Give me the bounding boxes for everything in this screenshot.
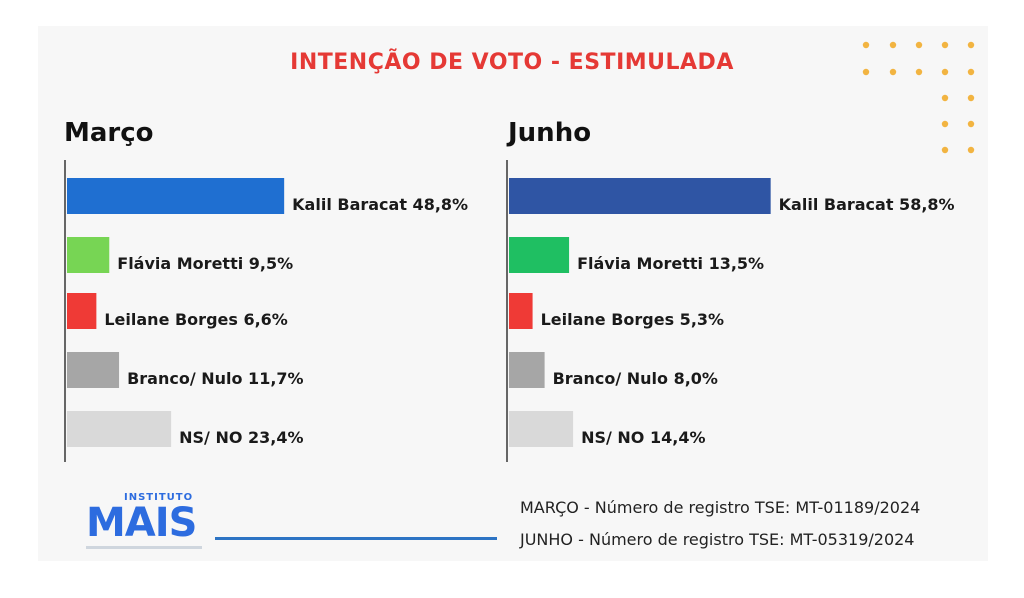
dot (967, 146, 975, 154)
bar-label-junho-3: Leilane Borges 5,3% (541, 310, 724, 329)
bar-marco-3 (67, 293, 97, 329)
dot (941, 94, 949, 102)
bar-label-junho-2: Flávia Moretti 13,5% (577, 254, 764, 273)
dot (941, 68, 949, 76)
logo-underline (86, 546, 202, 549)
dot (915, 41, 923, 49)
dot (967, 120, 975, 128)
dot (862, 41, 870, 49)
bar-junho-3 (509, 293, 533, 329)
bar-label-junho-4: Branco/ Nulo 8,0% (553, 369, 718, 388)
bar-marco-4 (67, 352, 120, 388)
bar-label-marco-2: Flávia Moretti 9,5% (117, 254, 293, 273)
divider-line (215, 537, 497, 540)
dot (941, 120, 949, 128)
dot (941, 41, 949, 49)
bar-marco-2 (67, 237, 110, 273)
bar-label-marco-3: Leilane Borges 6,6% (104, 310, 287, 329)
registration-marco: MARÇO - Número de registro TSE: MT-01189… (520, 498, 921, 517)
bar-label-junho-5: NS/ NO 14,4% (581, 428, 705, 447)
dot (862, 68, 870, 76)
panel-title-marco: Março (64, 118, 154, 148)
dot (967, 94, 975, 102)
registration-junho: JUNHO - Número de registro TSE: MT-05319… (520, 530, 915, 549)
bar-marco-1 (67, 178, 285, 214)
logo-text: MAIS (86, 500, 197, 546)
bar-junho-5 (509, 411, 574, 447)
bar-label-marco-5: NS/ NO 23,4% (179, 428, 303, 447)
dot (967, 68, 975, 76)
bar-label-marco-4: Branco/ Nulo 11,7% (127, 369, 304, 388)
dot (889, 41, 897, 49)
bar-junho-4 (509, 352, 545, 388)
bar-marco-5 (67, 411, 172, 447)
bar-label-marco-1: Kalil Baracat 48,8% (292, 195, 468, 214)
dot (889, 68, 897, 76)
dot (941, 146, 949, 154)
dot (967, 41, 975, 49)
chart-title: INTENÇÃO DE VOTO - ESTIMULADA (290, 50, 734, 75)
logo: MAIS (86, 500, 197, 546)
dot (915, 68, 923, 76)
bar-junho-2 (509, 237, 570, 273)
panel-title-junho: Junho (508, 118, 592, 148)
bar-label-junho-1: Kalil Baracat 58,8% (779, 195, 955, 214)
bar-junho-1 (509, 178, 771, 214)
logo-label: INSTITUTO (124, 492, 194, 503)
